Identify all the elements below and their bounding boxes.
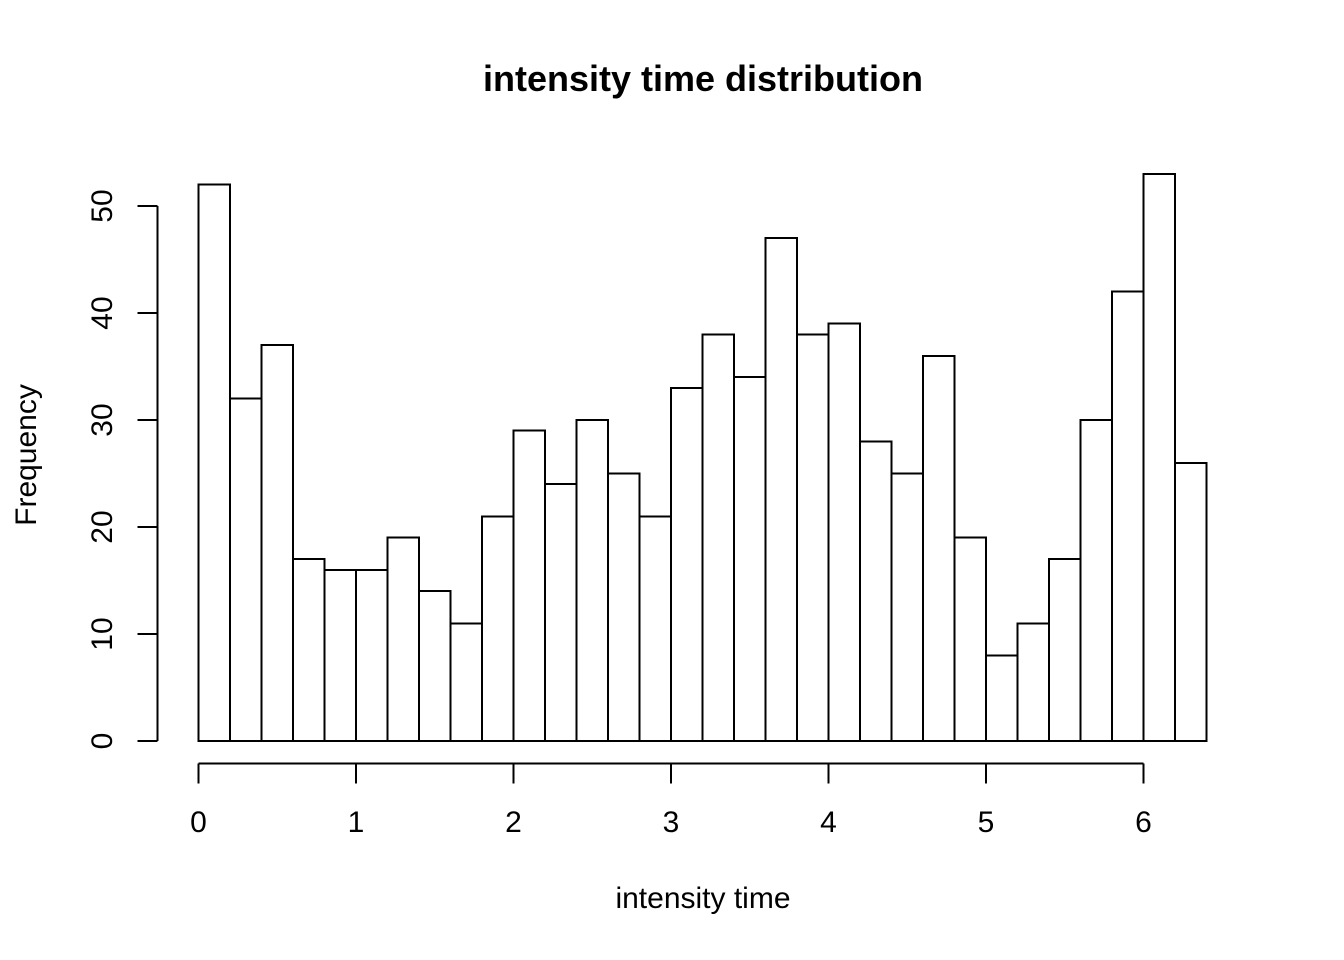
- histogram-bar: [355, 568, 389, 742]
- histogram-bar: [197, 183, 231, 743]
- histogram-bar: [292, 558, 326, 742]
- y-axis-title: Frequency: [10, 384, 43, 526]
- histogram-bar: [575, 419, 609, 742]
- x-tick-label: 3: [663, 806, 680, 839]
- histogram-bar: [386, 536, 420, 743]
- y-tick-label: 40: [86, 296, 119, 329]
- y-tick-label: 20: [86, 510, 119, 543]
- histogram-bar: [544, 483, 578, 742]
- histogram-bar: [827, 322, 861, 742]
- histogram-bar: [1111, 290, 1145, 742]
- histogram-bar: [1174, 461, 1208, 742]
- y-tick-label: 30: [86, 403, 119, 436]
- y-tick-label: 0: [86, 733, 119, 750]
- histogram-bar: [323, 568, 357, 742]
- histogram-bar: [607, 472, 641, 742]
- histogram-bar: [701, 333, 735, 742]
- chart-title: intensity time distribution: [482, 58, 923, 99]
- x-tick-label: 6: [1135, 806, 1152, 839]
- histogram-bar: [1048, 558, 1082, 742]
- histogram-bar: [481, 515, 515, 742]
- histogram-bar: [953, 536, 987, 743]
- histogram-bar: [260, 344, 294, 742]
- histogram-bar: [229, 397, 263, 742]
- histogram-bar: [670, 386, 704, 742]
- histogram-bar: [1016, 622, 1050, 742]
- histogram-bar: [512, 429, 546, 742]
- histogram-bar: [418, 590, 452, 743]
- y-tick-label: 10: [86, 617, 119, 650]
- histogram-bar: [1142, 172, 1176, 742]
- histogram-bar: [890, 472, 924, 742]
- x-tick-label: 2: [505, 806, 522, 839]
- x-tick-label: 0: [190, 806, 207, 839]
- histogram-bar: [796, 333, 830, 742]
- histogram-bar: [985, 654, 1019, 743]
- histogram-bar: [449, 622, 483, 742]
- y-tick-label: 50: [86, 189, 119, 222]
- histogram-bar: [1079, 419, 1113, 742]
- histogram-bar: [764, 237, 798, 742]
- histogram-bar: [922, 354, 956, 742]
- x-tick-label: 1: [348, 806, 365, 839]
- histogram-bar: [638, 515, 672, 742]
- histogram-bar: [859, 440, 893, 742]
- x-tick-label: 5: [978, 806, 995, 839]
- x-axis-title: intensity time: [615, 882, 791, 915]
- histogram-bar: [733, 376, 767, 742]
- x-tick-label: 4: [820, 806, 837, 839]
